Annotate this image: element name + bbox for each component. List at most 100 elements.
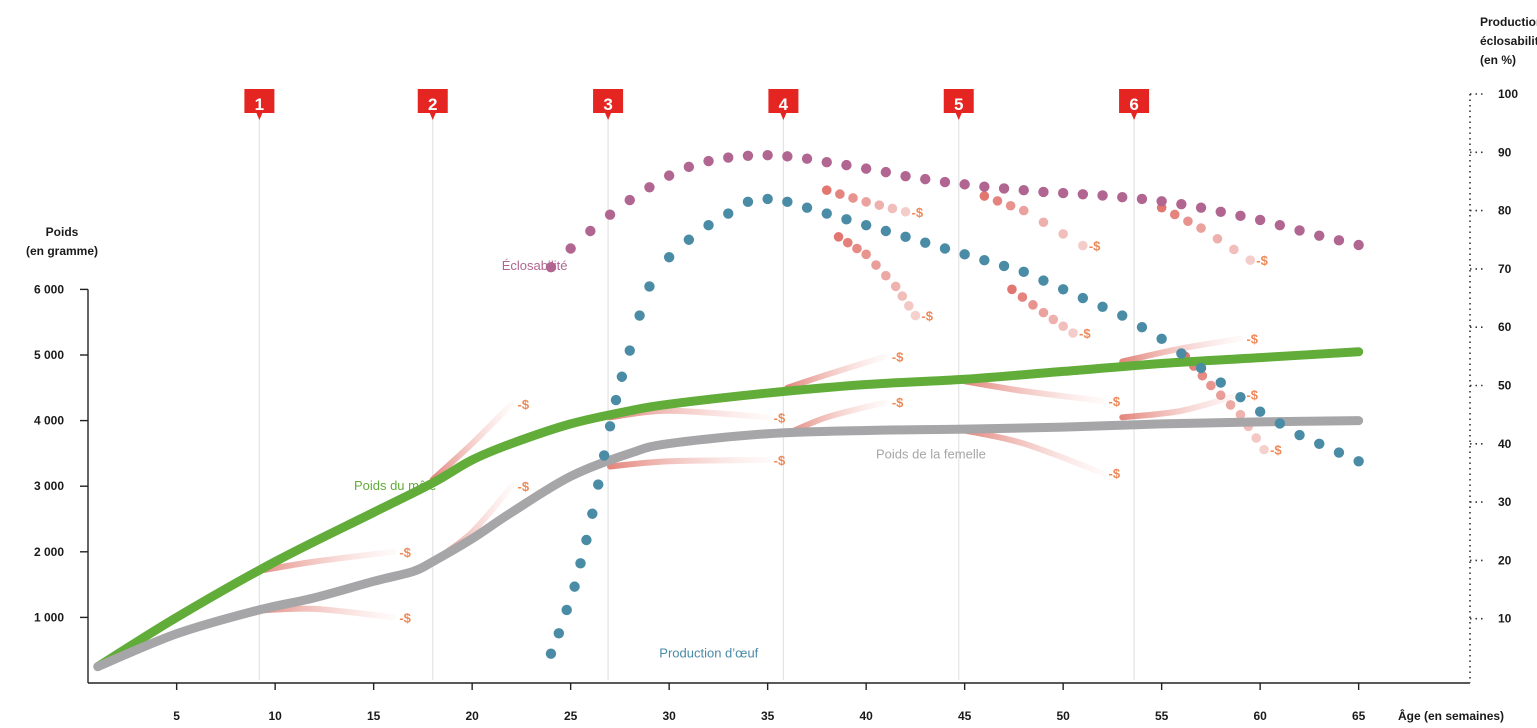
deviation-curve	[1119, 391, 1244, 421]
series-point	[998, 183, 1010, 194]
series-point	[703, 155, 714, 167]
deviation-dot	[848, 193, 858, 203]
deviation-dot	[1005, 200, 1016, 211]
series-point	[920, 173, 931, 185]
deviation-curve	[429, 401, 515, 483]
deviation-dot	[861, 249, 871, 260]
y-left-tick-label: 2 000	[34, 545, 64, 559]
series-point	[1353, 239, 1364, 251]
series-point	[742, 196, 754, 208]
series-point	[703, 219, 714, 231]
deviation-label: -$	[1089, 239, 1101, 254]
series-point	[569, 581, 580, 592]
deviation-dot	[1215, 390, 1226, 401]
series-point	[604, 421, 616, 432]
deviation-dot	[1206, 380, 1216, 391]
series-point	[1294, 429, 1305, 441]
y-right-tick-label: 20	[1498, 553, 1512, 567]
series-point	[1195, 202, 1207, 213]
deviation-dot	[910, 310, 921, 321]
series-point	[561, 604, 572, 616]
series-point	[1097, 301, 1108, 312]
marker-number: 6	[1129, 95, 1138, 114]
deviation-curve	[961, 378, 1106, 404]
y-right-tick-label: 70	[1498, 262, 1512, 276]
series-point	[821, 208, 832, 219]
marker-number: 5	[954, 95, 963, 114]
deviation-dot	[1028, 300, 1038, 310]
marker-badge	[244, 89, 275, 120]
deviation-label: -$	[399, 545, 411, 560]
series-point	[880, 225, 892, 237]
deviation-dot	[881, 270, 891, 281]
marker-badge	[417, 89, 448, 120]
series-point	[1254, 214, 1266, 226]
deviation-dot	[1038, 217, 1049, 228]
deviation-dot	[1068, 328, 1078, 338]
series-point	[1117, 310, 1128, 321]
series-point	[1038, 186, 1049, 198]
y-right-axis-title-line1: Production /	[1480, 15, 1537, 29]
deviation-dot	[842, 237, 853, 248]
series-point	[782, 151, 793, 162]
milestone-markers: 1 2 3 4 5 6	[244, 89, 1150, 680]
y-right-tick-label: 60	[1498, 320, 1512, 334]
series-point	[742, 150, 754, 161]
deviation-label: -$	[1079, 326, 1091, 341]
deviation-dot	[1058, 229, 1068, 239]
x-tick-label: 25	[564, 709, 578, 723]
marker-number: 1	[255, 95, 264, 114]
marker-badge	[593, 89, 624, 120]
deviation-label: -$	[518, 397, 530, 412]
deviation-dot	[1017, 292, 1028, 302]
series-point	[616, 371, 628, 382]
series-point	[581, 534, 592, 546]
deviation-dot	[897, 291, 908, 301]
series-point	[959, 249, 970, 260]
y-right-tick-label: 80	[1498, 204, 1512, 218]
series-point	[545, 648, 557, 659]
series-point	[663, 252, 675, 263]
deviation-curves: -$ -$ -$ -$ -$ -$ -$ -$ -$ -$ -$ -$ -$ -$ -$ -$ -$ -$	[252, 185, 1282, 625]
series-point	[782, 196, 793, 208]
series-point	[1038, 275, 1049, 286]
series-point	[1136, 193, 1148, 205]
series-line	[93, 416, 1364, 672]
series-point	[553, 628, 565, 639]
series-point	[1274, 418, 1286, 429]
x-tick-label: 60	[1253, 709, 1267, 723]
series-point	[593, 479, 604, 490]
series-point	[1314, 438, 1325, 449]
series-point	[545, 261, 557, 273]
series-point	[683, 161, 695, 173]
series-point	[723, 208, 734, 219]
deviation-dot	[1007, 284, 1017, 295]
series-point	[1333, 235, 1345, 246]
series-point	[1314, 230, 1325, 241]
deviation-dot	[1225, 400, 1236, 410]
series-point	[1254, 406, 1266, 417]
series-point	[762, 193, 773, 205]
marker-badge	[1119, 89, 1150, 120]
deviation-dot	[1197, 370, 1208, 381]
series-point	[1117, 191, 1128, 203]
deviation-dot	[1251, 433, 1262, 443]
series-point	[604, 209, 616, 220]
series-point	[610, 394, 622, 406]
series-point	[1333, 447, 1345, 458]
series-point	[1156, 196, 1167, 207]
series-point	[900, 231, 911, 243]
marker-badge	[768, 89, 799, 120]
percentage-dot-series	[545, 150, 1364, 659]
deviation-curve	[784, 353, 889, 391]
deviation-label: -$	[921, 309, 933, 324]
series-point	[1195, 362, 1207, 374]
deviation-label: -$	[912, 205, 924, 220]
y-right-axis-title-line3: (en %)	[1480, 53, 1516, 67]
series-point	[644, 182, 655, 193]
series-point	[841, 214, 852, 225]
series-point	[1057, 187, 1069, 199]
deviation-label: -$	[774, 410, 786, 425]
deviation-dot	[1078, 240, 1088, 251]
weight-lines	[93, 347, 1364, 672]
